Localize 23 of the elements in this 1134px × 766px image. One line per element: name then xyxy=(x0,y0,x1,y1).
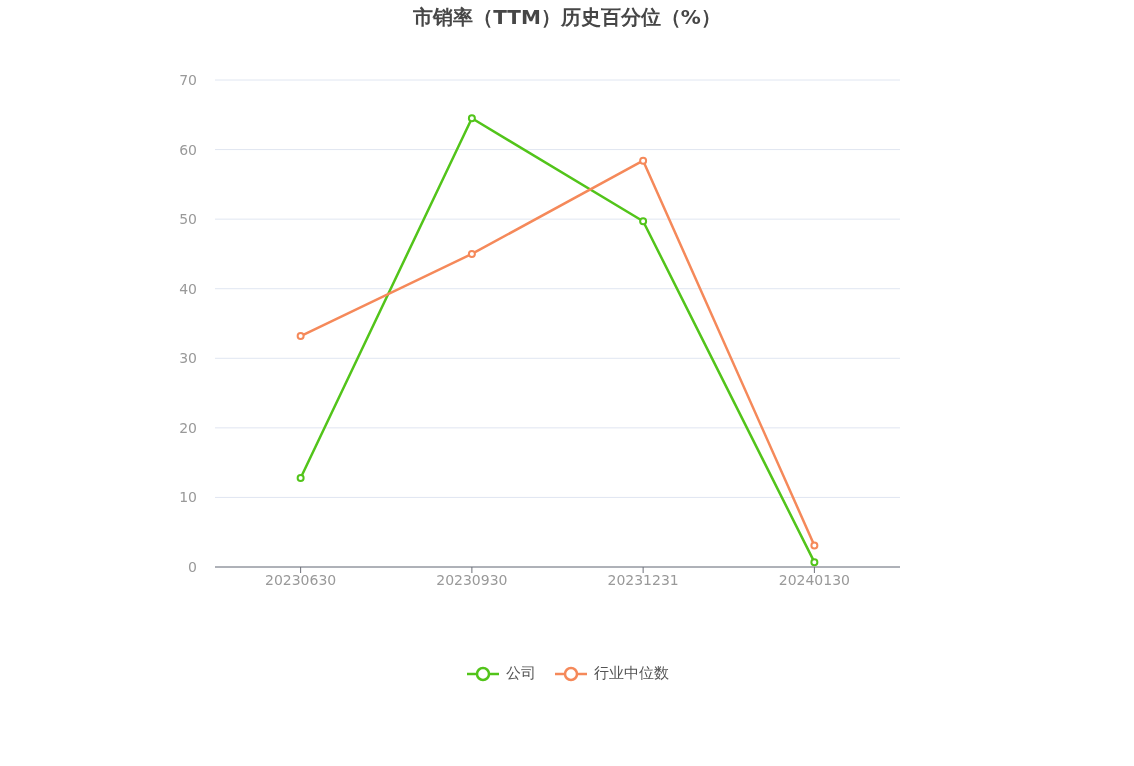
point xyxy=(296,332,305,341)
x-tick-label: 20230930 xyxy=(436,571,508,588)
point xyxy=(467,249,476,258)
y-tick-label: 60 xyxy=(179,141,197,158)
legend-label: 行业中位数 xyxy=(593,664,669,683)
y-tick-label: 10 xyxy=(179,489,197,506)
chart-title: 市销率（TTM）历史百分位（%） xyxy=(412,4,722,31)
point xyxy=(639,156,648,165)
point xyxy=(639,217,648,226)
y-tick-label: 40 xyxy=(179,280,197,297)
y-tick-label: 50 xyxy=(179,211,197,228)
point xyxy=(810,541,819,550)
y-tick-label: 70 xyxy=(179,71,197,88)
y-tick-label: 20 xyxy=(179,419,197,436)
y-tick-label: 30 xyxy=(179,350,197,367)
y-tick-label: 0 xyxy=(188,558,197,575)
x-tick-label: 20230630 xyxy=(264,571,337,588)
point xyxy=(296,473,305,482)
legend-label: 公司 xyxy=(505,664,536,683)
point xyxy=(810,558,819,567)
x-tick-label: 20231231 xyxy=(607,571,679,588)
x-tick-label: 20240130 xyxy=(778,571,851,588)
point xyxy=(467,114,476,123)
